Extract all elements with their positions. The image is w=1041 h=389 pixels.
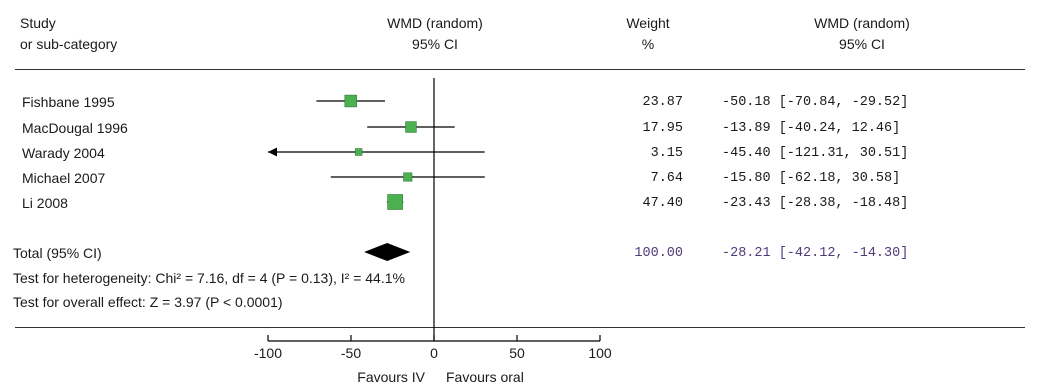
header-wmd-right-ci: 95% CI	[839, 36, 885, 52]
study-ci-text: -50.18 [-70.84, -29.52]	[722, 95, 909, 110]
pooled-diamond	[364, 243, 411, 261]
study-marker	[405, 121, 417, 133]
ci-arrow-left	[268, 147, 277, 157]
study-name: Li 2008	[22, 195, 68, 211]
study-weight: 7.64	[650, 171, 683, 186]
total-label: Total (95% CI)	[13, 245, 102, 261]
x-axis-tick-label: 0	[430, 345, 438, 361]
study-name: Michael 2007	[22, 170, 106, 186]
study-ci-text: -45.40 [-121.31, 30.51]	[722, 146, 909, 161]
x-axis-tick-label: 50	[509, 345, 525, 361]
study-weight: 17.95	[642, 121, 683, 136]
study-weight: 23.87	[642, 95, 683, 110]
header-wmd-ci: 95% CI	[412, 36, 458, 52]
x-axis-tick-label: 100	[588, 345, 612, 361]
study-name: MacDougal 1996	[22, 120, 128, 136]
favours-left-label: Favours IV	[357, 369, 425, 385]
study-weight: 47.40	[642, 196, 683, 211]
overall-effect-text: Test for overall effect: Z = 3.97 (P < 0…	[13, 294, 283, 310]
x-axis-tick-label: -100	[254, 345, 282, 361]
header-wmd-right: WMD (random)	[814, 15, 910, 31]
header-wmd: WMD (random)	[387, 15, 483, 31]
study-marker	[354, 148, 363, 156]
study-weight: 3.15	[650, 146, 683, 161]
study-ci-text: -23.43 [-28.38, -18.48]	[722, 196, 909, 211]
header-study: Study	[20, 15, 56, 31]
header-weight: Weight	[626, 15, 670, 31]
footer-divider	[15, 327, 1025, 328]
study-marker	[387, 194, 403, 210]
study-name: Fishbane 1995	[22, 94, 115, 110]
study-marker	[344, 94, 357, 108]
heterogeneity-text: Test for heterogeneity: Chi² = 7.16, df …	[13, 270, 405, 286]
favours-right-label: Favours oral	[446, 369, 524, 385]
total-ci-text: -28.21 [-42.12, -14.30]	[722, 246, 909, 261]
study-ci-text: -13.89 [-40.24, 12.46]	[722, 121, 901, 136]
x-axis-tick-label: -50	[341, 345, 361, 361]
header-divider	[15, 69, 1025, 70]
total-weight: 100.00	[634, 246, 683, 261]
header-weight-unit: %	[641, 36, 655, 52]
header-subcategory: or sub-category	[20, 36, 118, 52]
study-name: Warady 2004	[22, 145, 105, 161]
study-ci-text: -15.80 [-62.18, 30.58]	[722, 171, 901, 186]
study-marker	[403, 172, 413, 182]
